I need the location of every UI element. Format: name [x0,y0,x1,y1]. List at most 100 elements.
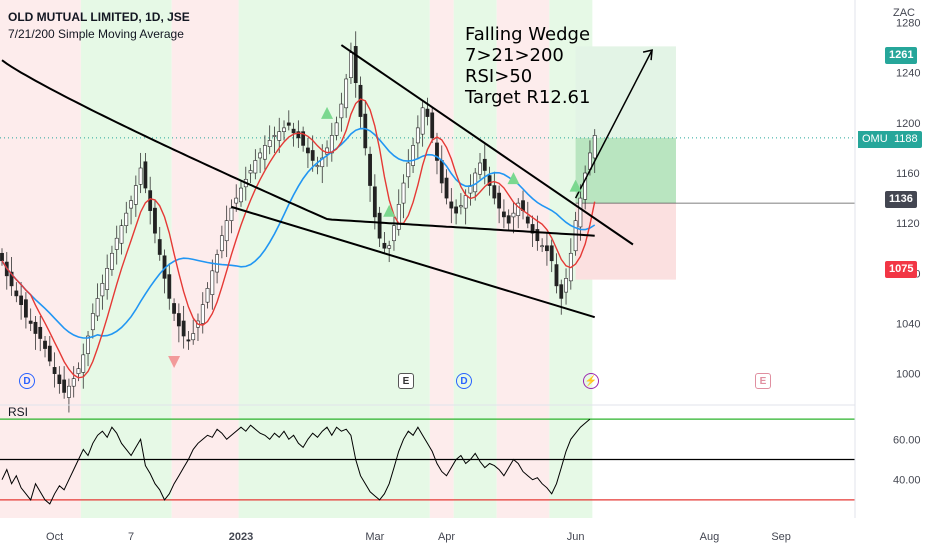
candle-body [38,326,43,339]
regime-background [0,0,593,518]
text-annotation[interactable]: Falling Wedge 7>21>200 RSI>50 Target R12… [465,24,590,108]
candle-body [176,313,181,327]
candle-body [415,127,420,144]
symbol-price-label: OMU [858,131,892,148]
candle-body [401,182,406,204]
rsi-line [1,418,591,505]
price-tick-label: 1160 [896,168,920,180]
buy-signal-marker [321,106,334,119]
future-earnings-event-icon[interactable]: E [755,373,771,389]
candle-body [57,374,62,384]
candle-body [291,128,296,134]
candle-body [267,140,272,147]
candle-body [23,299,28,318]
rsi-panel [0,418,855,505]
candle-body [430,112,435,139]
candle-body [344,78,349,109]
split-event-icon[interactable]: ⚡ [583,373,599,389]
candle-body [592,135,597,159]
candle-body [525,216,530,224]
candle-body [511,212,516,218]
candle-body [19,295,24,305]
candle-body [253,160,258,174]
candle-body [114,237,119,250]
candle-body [406,162,411,178]
candle-body [186,339,191,342]
candle-body [339,103,344,119]
candle-body [372,186,377,218]
candle-body [90,313,95,331]
candle-body [559,284,564,299]
candle-body [363,113,368,149]
signal-markers [168,106,582,368]
rsi-regime-band [549,405,593,518]
candle-body [396,204,401,230]
candle-body [382,242,387,249]
candle-body [325,147,329,155]
candle-body [258,152,263,159]
candle-body [153,207,157,234]
rsi-regime-band [171,405,239,518]
candle-body [315,165,320,168]
candle-body [492,185,497,199]
candle-body [129,200,133,209]
candle-body [181,320,186,337]
price-tick-label: 1000 [896,369,920,381]
rsi-regime-band [453,405,497,518]
candle-body [463,195,468,209]
candle-body [81,354,86,373]
rsi-panel-title: RSI [8,405,29,419]
earnings-event-icon[interactable]: E [398,373,414,389]
candle-body [420,107,425,135]
candle-body [368,153,372,186]
candle-body [387,245,392,249]
buy-signal-marker [383,204,396,217]
candle-body [501,211,506,218]
candle-body [33,321,38,334]
candle-body [506,215,511,224]
candle-body [200,304,205,324]
time-tick-label: Sep [771,531,791,543]
wedge-upper-line [340,44,634,246]
dividend-event-icon[interactable]: D [456,373,472,389]
dividend-event-icon[interactable]: D [19,373,35,389]
regime-band [238,0,430,405]
candle-body [229,207,234,221]
price-tick-label: 1040 [896,318,920,330]
rsi-regime-band [238,405,430,518]
risk-reward-zones [0,46,855,280]
candle-body [9,271,14,287]
target-price-tag: 1261 [885,47,918,64]
candle-body [219,235,224,252]
symbol-title: OLD MUTUAL LIMITED, 1D, JSE [8,10,190,24]
candle-body [458,205,463,208]
candle-body [0,252,4,262]
candle-body [28,320,33,324]
candle-body [138,167,143,185]
wedge-lower-line [231,205,596,319]
candle-body [248,170,253,174]
price-tick-label: 1200 [896,118,920,130]
candle-body [110,252,114,270]
candle-body [435,142,439,161]
candle-body [224,220,229,242]
candle-body [86,335,90,354]
price-tick-label: 1280 [896,18,920,30]
candle-body [530,224,535,234]
target-zone-upper [575,46,676,138]
sma7-line [1,98,596,379]
time-tick-label: Aug [700,531,720,543]
candle-body [119,225,124,244]
candle-body [133,185,138,205]
last-price-tag: 1188 [890,131,922,148]
candle-body [478,162,482,175]
candle-body [296,131,301,139]
candle-body [191,333,196,341]
candle-body [157,239,162,255]
candle-body [411,145,415,166]
projection-arrow [574,49,653,199]
candle-body [124,212,129,226]
candle-body [306,147,310,154]
entry-price-tag: 1136 [885,191,917,208]
